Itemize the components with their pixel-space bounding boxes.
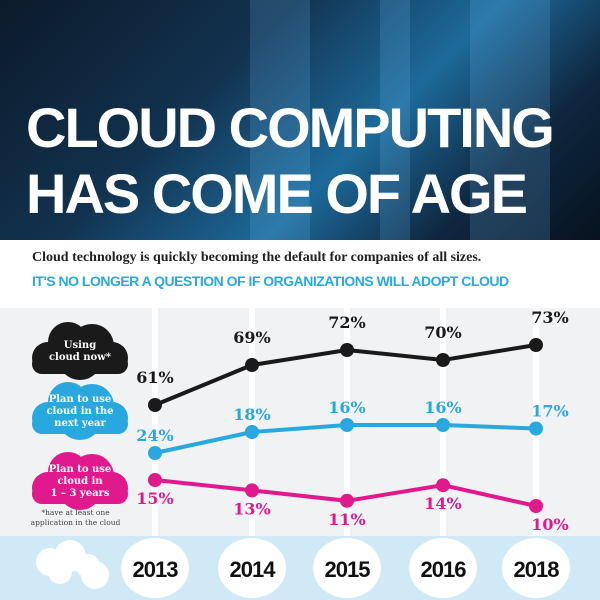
title-line-2: HAS COME OF AGE: [26, 162, 528, 225]
data-label: 11%: [328, 510, 365, 529]
legend-label: next year: [54, 418, 106, 429]
x-tick-label: 2013: [133, 557, 179, 582]
data-point: [529, 421, 543, 436]
year-oval: [121, 538, 189, 598]
legend-label: cloud in: [57, 476, 103, 487]
title-line-1: CLOUD COMPUTING: [26, 96, 555, 159]
intro-text: Cloud technology is quickly becoming the…: [32, 250, 482, 265]
data-point: [148, 473, 162, 487]
data-point: [529, 499, 543, 513]
hero-banner: CLOUD COMPUTING HAS COME OF AGE: [0, 0, 600, 240]
footnote: *have at least one application in the cl…: [30, 508, 121, 527]
year-oval: [218, 538, 286, 598]
x-tick-label: 2015: [325, 557, 371, 582]
legend-label: cloud in the: [46, 406, 113, 417]
data-label: 70%: [424, 323, 461, 342]
legend-label: cloud now*: [49, 352, 112, 363]
data-point: [340, 493, 354, 508]
data-point: [340, 418, 354, 432]
data-point: [340, 343, 354, 357]
data-point: [436, 418, 450, 432]
year-oval: [409, 538, 477, 598]
data-point: [245, 483, 259, 498]
data-point: [245, 425, 259, 439]
data-point: [245, 358, 259, 372]
decorative-cloud-icon: [81, 561, 109, 589]
legend-label: Plan to use: [49, 464, 112, 475]
legend-label: Plan to use: [49, 394, 112, 405]
decorative-beam: [250, 0, 310, 240]
decorative-cloud-icon: [48, 560, 72, 584]
data-label: 24%: [136, 426, 173, 445]
x-tick-label: 2018: [514, 557, 560, 582]
legend-label: Using: [64, 340, 96, 351]
data-label: 17%: [531, 402, 568, 421]
data-label: 72%: [328, 313, 365, 332]
data-label: 15%: [136, 489, 173, 508]
data-label: 16%: [328, 398, 365, 417]
data-label: 14%: [424, 494, 461, 513]
intro-headline: IT'S NO LONGER A QUESTION OF IF ORGANIZA…: [32, 273, 509, 289]
data-label: 18%: [233, 405, 270, 424]
data-point: [148, 446, 162, 460]
cloud-shape: [32, 414, 128, 434]
data-label: 13%: [233, 499, 270, 518]
data-label: 10%: [531, 515, 568, 534]
data-point: [436, 478, 450, 493]
x-tick-label: 2016: [421, 557, 467, 582]
year-oval: [502, 538, 570, 598]
data-point: [148, 398, 162, 412]
decorative-beam: [380, 0, 410, 240]
data-label: 61%: [136, 368, 173, 387]
cloud-shape: [32, 354, 128, 374]
decorative-beam: [470, 0, 550, 240]
x-tick-label: 2014: [230, 557, 277, 582]
data-point: [436, 353, 450, 367]
data-point: [529, 338, 543, 352]
cloud-shape: [32, 484, 128, 504]
legend-label: 1 – 3 years: [51, 488, 110, 499]
year-oval: [313, 538, 381, 598]
data-label: 16%: [424, 398, 461, 417]
data-label: 73%: [531, 308, 568, 327]
data-label: 69%: [233, 328, 270, 347]
